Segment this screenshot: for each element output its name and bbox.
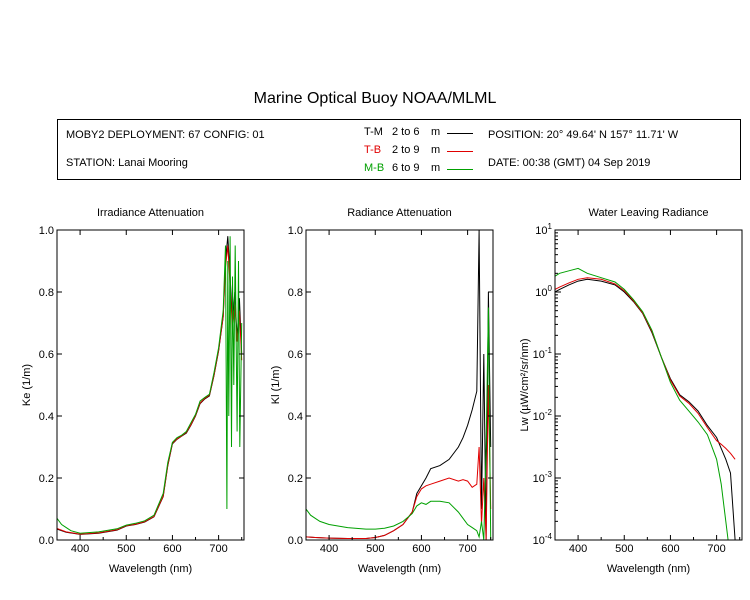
y-tick-label: 1.0 <box>288 225 303 237</box>
legend-line-mb <box>447 169 473 170</box>
y-tick-label: 0.0 <box>288 535 303 547</box>
page-title: Marine Optical Buoy NOAA/MLML <box>253 90 497 107</box>
y-tick-label: 0.6 <box>288 349 303 361</box>
y-tick-label: 0.8 <box>39 287 54 299</box>
x-tick-label: 600 <box>661 543 679 555</box>
y-tick-label: 10-1 <box>533 346 553 361</box>
date-text: DATE: 00:38 (GMT) 04 Sep 2019 <box>488 157 651 169</box>
x-tick-label: 500 <box>615 543 633 555</box>
legend-range-tb: 2 to 9 <box>392 144 420 156</box>
series-line-t-b <box>555 277 736 460</box>
y-axis-label-2: Lw (µW/cm²/sr/nm) <box>519 338 531 431</box>
legend-range-mb: 6 to 9 <box>392 162 420 174</box>
info-box: MOBY2 DEPLOYMENT: 67 CONFIG: 01 STATION:… <box>57 119 741 180</box>
y-tick-label: 0.4 <box>288 411 303 423</box>
legend-code-tb: T-B <box>364 144 382 156</box>
x-axis-label-0: Wavelength (nm) <box>109 563 192 575</box>
series-line-t-b <box>57 245 243 535</box>
series-line-t-b <box>306 384 492 540</box>
series-line-m-b <box>306 307 492 540</box>
series-line-t-m <box>57 236 243 535</box>
y-tick-label: 101 <box>535 222 552 237</box>
legend-code-mb: M-B <box>364 162 385 174</box>
x-tick-label: 400 <box>71 543 89 555</box>
y-tick-label: 10-3 <box>533 470 553 485</box>
series-line-t-m <box>306 230 492 540</box>
x-tick-label: 600 <box>163 543 181 555</box>
x-tick-label: 700 <box>209 543 227 555</box>
legend-code-tm: T-M <box>364 126 383 138</box>
y-tick-label: 100 <box>535 284 552 299</box>
x-tick-label: 700 <box>707 543 725 555</box>
x-axis-label-1: Wavelength (nm) <box>358 563 441 575</box>
series-line-m-b <box>57 236 243 534</box>
legend-range-tm: 2 to 6 <box>392 126 420 138</box>
y-tick-label: 0.2 <box>39 473 54 485</box>
chart-title-1: Radiance Attenuation <box>347 207 452 219</box>
y-tick-label: 1.0 <box>39 225 54 237</box>
legend-unit-tb: m <box>431 144 441 156</box>
legend-unit-mb: m <box>431 162 441 174</box>
y-tick-label: 10-2 <box>533 408 553 423</box>
y-tick-label: 0.0 <box>39 535 54 547</box>
legend-line-tb <box>447 151 473 152</box>
y-axis-label-0: Ke (1/m) <box>21 364 33 406</box>
legend-unit-tm: m <box>431 126 441 138</box>
plot-frame-0 <box>56 229 245 541</box>
x-tick-label: 500 <box>366 543 384 555</box>
position-text: POSITION: 20° 49.64' N 157° 11.71' W <box>488 129 679 141</box>
legend-line-tm <box>447 133 473 134</box>
x-tick-label: 600 <box>412 543 430 555</box>
y-axis-label-1: Kl (1/m) <box>270 366 282 405</box>
plot-frame-1 <box>305 229 494 541</box>
y-tick-label: 0.2 <box>288 473 303 485</box>
x-axis-label-2: Wavelength (nm) <box>607 563 690 575</box>
chart-title-2: Water Leaving Radiance <box>588 207 708 219</box>
y-tick-label: 0.6 <box>39 349 54 361</box>
x-tick-label: 700 <box>458 543 476 555</box>
station-text: STATION: Lanai Mooring <box>66 157 188 169</box>
y-tick-label: 10-4 <box>533 532 553 547</box>
series-line-m-b <box>555 267 729 540</box>
plot-frame-2 <box>554 229 743 541</box>
x-tick-label: 500 <box>117 543 135 555</box>
y-tick-label: 0.8 <box>288 287 303 299</box>
x-tick-label: 400 <box>320 543 338 555</box>
y-tick-label: 0.4 <box>39 411 54 423</box>
deployment-text: MOBY2 DEPLOYMENT: 67 CONFIG: 01 <box>66 129 265 141</box>
x-tick-label: 400 <box>569 543 587 555</box>
chart-title-0: Irradiance Attenuation <box>97 207 204 219</box>
